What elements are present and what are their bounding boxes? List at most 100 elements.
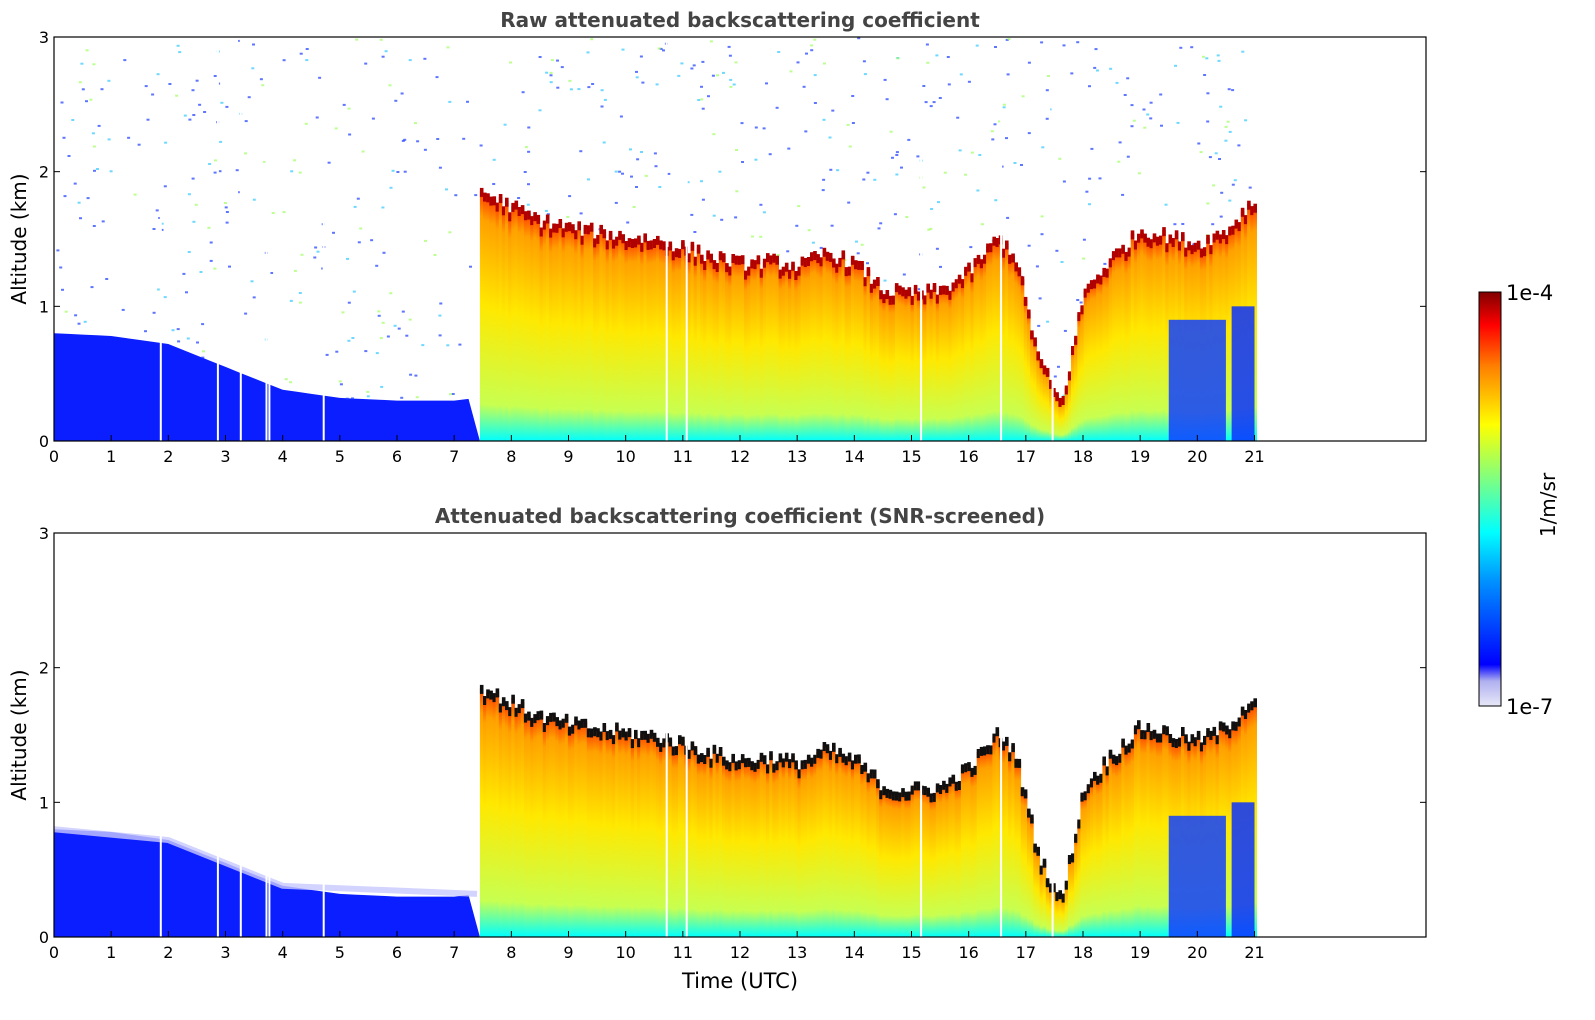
noise-speckle: [305, 59, 309, 62]
data-gap-line: [1051, 37, 1054, 441]
noise-speckle: [735, 149, 738, 151]
noise-speckle: [366, 390, 370, 393]
noise-speckle: [635, 186, 638, 188]
noise-speckle: [1197, 142, 1201, 145]
cloud-top-edge: [948, 777, 952, 787]
noise-speckle: [201, 356, 205, 359]
noise-speckle: [1214, 152, 1218, 155]
cloud-column: [561, 721, 566, 937]
noise-speckle: [77, 201, 81, 204]
noise-speckle: [394, 99, 398, 102]
noise-speckle: [1021, 95, 1025, 98]
noise-speckle: [517, 197, 521, 199]
cloud-column: [750, 262, 754, 441]
cloud-column: [501, 700, 506, 937]
cloud-column: [703, 758, 707, 937]
cloud-column: [1036, 354, 1040, 441]
cloud-column: [530, 219, 534, 441]
cloud-top-edge: [954, 279, 959, 289]
cloud-column: [841, 253, 846, 441]
cloud-column: [942, 783, 946, 937]
cloud-top-edge: [901, 788, 905, 798]
noise-speckle: [195, 79, 199, 82]
noise-speckle: [711, 74, 715, 77]
noise-speckle: [959, 73, 963, 76]
noise-speckle: [900, 166, 903, 169]
cloud-top-edge: [1240, 706, 1245, 716]
cloud-column: [1105, 271, 1110, 441]
cloud-top-edge: [659, 240, 663, 250]
cloud-column: [517, 210, 522, 441]
noise-speckle: [750, 235, 754, 238]
noise-speckle: [697, 99, 701, 101]
cloud-column: [618, 233, 622, 441]
noise-speckle: [969, 246, 973, 249]
noise-speckle: [377, 310, 381, 313]
cloud-column: [580, 238, 585, 441]
cloud-column: [935, 786, 940, 937]
cloud-top-edge: [970, 767, 974, 777]
noise-speckle: [213, 171, 217, 174]
cloud-top-edge: [1149, 731, 1154, 741]
cloud-top-edge: [838, 257, 842, 267]
cloud-top-edge: [945, 285, 949, 295]
noise-speckle: [828, 136, 832, 139]
cloud-column: [860, 768, 864, 937]
panel-screened-plot-area: [54, 533, 1257, 937]
y-tick-label: 2: [39, 163, 49, 182]
noise-speckle: [341, 311, 345, 314]
noise-speckle: [1103, 262, 1107, 265]
cloud-column: [533, 717, 537, 937]
noise-speckle: [1228, 130, 1232, 133]
x-tick-label: 2: [163, 943, 173, 962]
cloud-column: [567, 729, 572, 937]
noise-speckle: [152, 311, 156, 314]
noise-speckle: [885, 98, 889, 101]
cloud-top-edge: [960, 279, 965, 289]
cloud-top-edge: [835, 754, 839, 764]
noise-speckle: [1126, 77, 1130, 80]
noise-speckle: [1149, 117, 1153, 120]
cloud-top-edge: [1011, 253, 1015, 263]
cloud-top-edge: [696, 244, 701, 254]
noise-speckle: [1082, 257, 1086, 260]
noise-speckle: [521, 91, 525, 94]
cloud-column: [1080, 308, 1084, 441]
noise-speckle: [469, 265, 472, 268]
x-tick-label: 19: [1130, 447, 1150, 466]
cloud-top-edge: [781, 758, 786, 768]
x-tick-label: 9: [563, 447, 573, 466]
noise-speckle: [1121, 193, 1125, 196]
noise-speckle: [829, 168, 833, 171]
noise-speckle: [1181, 223, 1185, 225]
cloud-top-edge: [888, 295, 893, 305]
cloud-column: [1115, 251, 1119, 441]
cloud-column: [712, 263, 717, 441]
cloud-top-edge: [916, 291, 921, 301]
cloud-top-edge: [989, 243, 993, 253]
cloud-top-edge: [810, 252, 814, 262]
cloud-top-edge: [910, 295, 915, 305]
cloud-top-edge: [693, 746, 698, 756]
cloud-column: [894, 286, 899, 441]
cloud-column: [1121, 741, 1125, 937]
cloud-top-edge: [819, 749, 824, 759]
cloud-top-edge: [646, 240, 651, 250]
cloud-top-edge: [583, 718, 588, 728]
cloud-column: [586, 731, 591, 937]
noise-speckle: [618, 170, 622, 173]
noise-speckle: [1057, 365, 1060, 368]
x-tick-label: 10: [615, 447, 635, 466]
cloud-column: [1225, 728, 1229, 937]
noise-speckle: [802, 85, 806, 88]
cloud-column: [879, 293, 883, 441]
cloud-top-edge: [706, 250, 710, 260]
cloud-top-edge: [549, 228, 553, 238]
cloud-top-edge: [483, 192, 487, 202]
noise-speckle: [1202, 55, 1205, 58]
noise-speckle: [1020, 164, 1023, 166]
noise-speckle: [1040, 215, 1044, 218]
cloud-column: [838, 260, 842, 441]
noise-speckle: [228, 265, 231, 268]
cloud-top-edge: [948, 290, 952, 300]
